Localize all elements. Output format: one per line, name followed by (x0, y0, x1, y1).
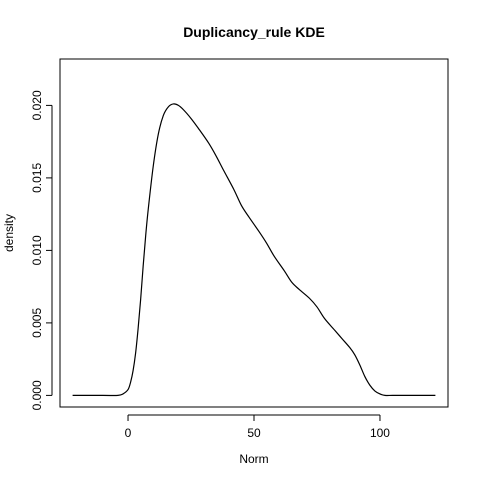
y-axis: 0.000 0.005 0.010 0.015 0.020 (30, 90, 53, 410)
x-tick-label: 0 (125, 426, 132, 440)
y-tick-label: 0.020 (30, 90, 44, 120)
plot-box (59, 58, 449, 408)
x-axis-label: Norm (239, 452, 268, 466)
chart-title: Duplicancy_rule KDE (183, 24, 325, 40)
y-tick-label: 0.000 (30, 380, 44, 410)
density-curve (72, 103, 436, 397)
x-tick-label: 100 (370, 426, 390, 440)
y-tick-label: 0.005 (30, 308, 44, 338)
y-tick-label: 0.010 (30, 235, 44, 265)
y-tick-label: 0.015 (30, 163, 44, 193)
x-tick-label: 50 (247, 426, 261, 440)
y-axis-label: density (2, 214, 16, 252)
x-axis: 0 50 100 (125, 414, 390, 440)
